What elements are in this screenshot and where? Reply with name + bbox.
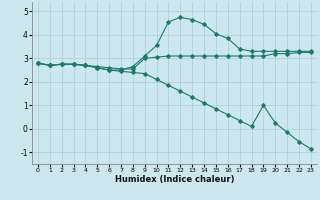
- X-axis label: Humidex (Indice chaleur): Humidex (Indice chaleur): [115, 175, 234, 184]
